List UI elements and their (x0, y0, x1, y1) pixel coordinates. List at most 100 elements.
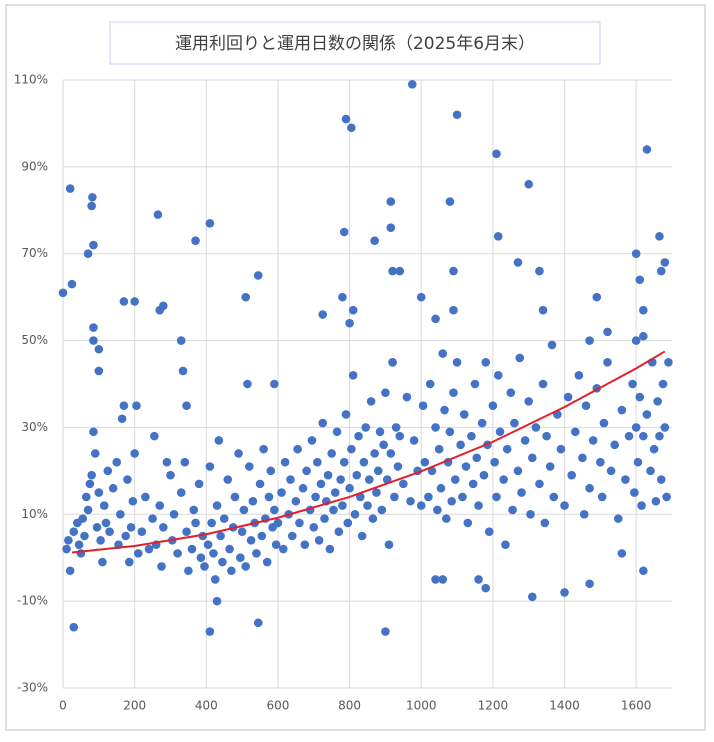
data-point (513, 466, 523, 476)
data-point (456, 440, 465, 450)
y-tick-label: 90% (21, 159, 48, 173)
data-point (212, 596, 222, 606)
title-box (109, 21, 601, 65)
data-point (347, 444, 356, 454)
data-point (416, 292, 426, 302)
data-point (621, 475, 630, 484)
data-point (635, 275, 645, 285)
data-point (80, 531, 89, 541)
data-point (227, 566, 236, 576)
data-point (316, 479, 326, 489)
data-point (89, 427, 98, 437)
data-point (409, 436, 419, 445)
data-point (343, 518, 353, 528)
data-point (499, 475, 508, 484)
data-point (74, 540, 84, 549)
x-tick-label: 1600 (621, 699, 652, 713)
data-point (425, 379, 435, 389)
data-point (538, 305, 548, 315)
data-point (255, 479, 265, 489)
data-point (637, 501, 646, 510)
data-point (320, 514, 329, 523)
data-point (581, 401, 591, 411)
data-point (119, 401, 129, 411)
data-point (485, 527, 494, 536)
data-point (363, 501, 372, 510)
data-point (635, 392, 645, 402)
data-point (567, 470, 576, 480)
data-point (348, 305, 358, 315)
data-point (130, 297, 139, 306)
data-point (259, 444, 268, 454)
data-point (588, 436, 598, 445)
data-point (318, 418, 328, 428)
data-point (452, 110, 462, 120)
data-point (313, 457, 322, 467)
data-point (656, 475, 666, 484)
data-point (662, 492, 671, 502)
chart-frame (5, 4, 706, 731)
data-point (144, 544, 154, 554)
data-point (309, 523, 319, 532)
data-point (196, 553, 206, 563)
data-point (603, 327, 612, 337)
data-point (214, 436, 224, 445)
data-point (606, 466, 616, 476)
y-tick-label: -30% (17, 681, 48, 695)
data-point (124, 557, 134, 567)
y-tick-label: 110% (14, 73, 48, 87)
data-point (96, 536, 105, 545)
data-point (592, 292, 602, 302)
data-point (395, 431, 405, 441)
data-point (132, 401, 141, 411)
data-point (361, 423, 371, 432)
data-point (438, 349, 448, 358)
data-point (223, 475, 233, 484)
data-point (639, 305, 648, 315)
data-point (307, 436, 317, 445)
data-point (461, 462, 471, 471)
x-tick-label: 800 (338, 699, 361, 713)
data-point (137, 527, 147, 536)
data-point (182, 527, 191, 536)
data-point (150, 431, 159, 441)
data-point (560, 588, 569, 597)
data-point (596, 457, 605, 467)
data-point (542, 431, 551, 441)
data-point (187, 544, 197, 554)
data-point (241, 562, 250, 571)
data-point (495, 427, 505, 437)
data-point (388, 357, 397, 367)
data-point (194, 479, 204, 489)
data-point (94, 366, 104, 376)
data-point (253, 618, 263, 628)
data-point (381, 388, 390, 397)
data-point (431, 423, 440, 432)
data-point (182, 401, 191, 411)
data-point (90, 449, 100, 458)
data-point (212, 501, 222, 510)
data-point (510, 418, 519, 428)
data-point (350, 509, 360, 519)
data-point (477, 418, 487, 428)
data-point (264, 492, 274, 502)
data-point (617, 405, 627, 415)
data-point (384, 540, 394, 549)
data-point (334, 527, 344, 536)
data-point (327, 449, 336, 458)
data-point (339, 227, 349, 237)
data-point (660, 423, 670, 432)
data-point (449, 388, 458, 397)
data-point (83, 505, 93, 515)
y-tick-label: 50% (21, 333, 48, 347)
data-point (467, 431, 476, 441)
data-point (169, 509, 179, 519)
data-point (241, 292, 250, 302)
data-point (492, 492, 501, 502)
data-point (270, 379, 279, 389)
data-point (354, 431, 363, 441)
x-tick-label: 600 (266, 699, 289, 713)
data-point (445, 197, 455, 206)
data-point (646, 466, 655, 476)
data-point (370, 449, 379, 458)
